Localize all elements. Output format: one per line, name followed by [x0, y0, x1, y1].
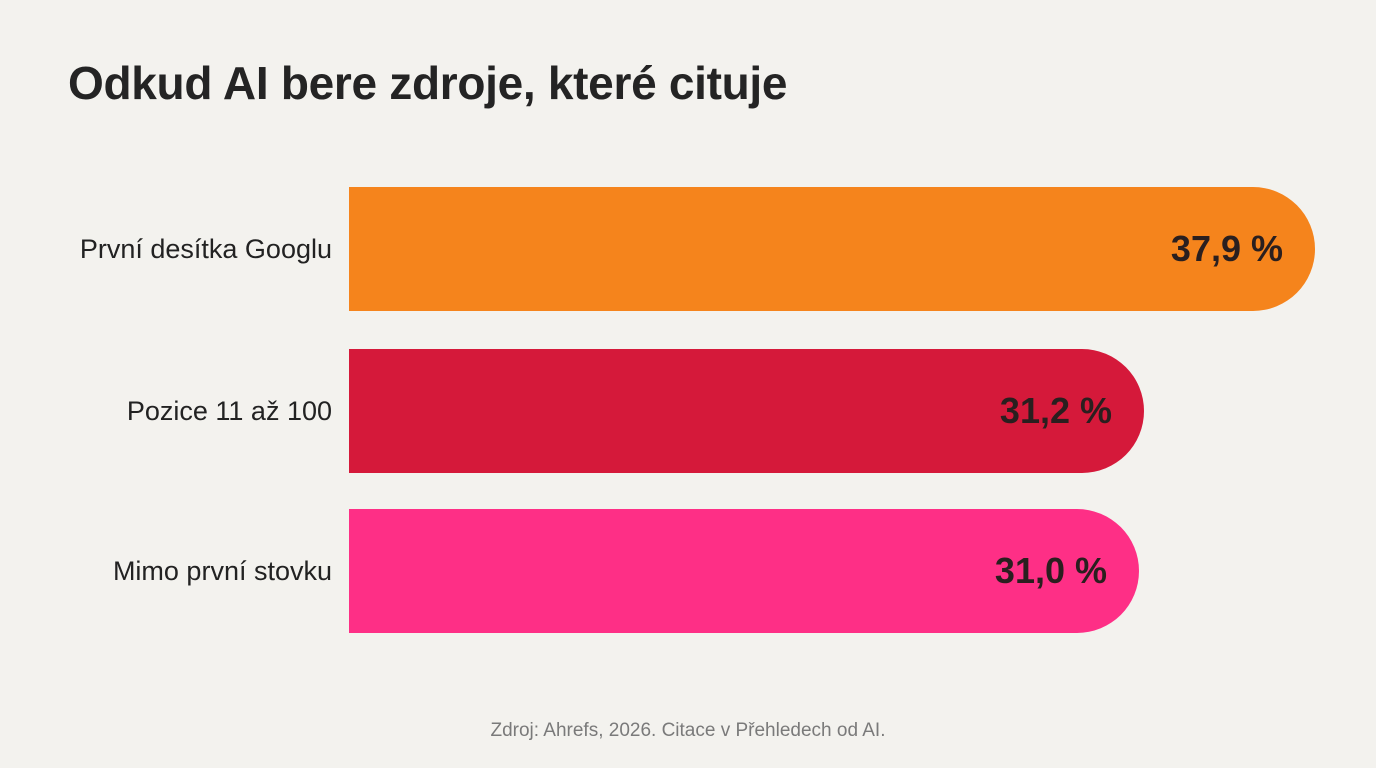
bar-label: Pozice 11 až 100: [126, 395, 332, 426]
bar-row: Mimo první stovku 31,0 %: [0, 509, 1376, 633]
bar-value-label: 37,9 %: [1170, 228, 1283, 269]
bar-chart: První desítka Googlu 37,9 % Pozice 11 až…: [0, 187, 1376, 633]
bar-label: První desítka Googlu: [79, 233, 332, 264]
bar-row: První desítka Googlu 37,9 %: [0, 187, 1376, 311]
bar: 31,0 %: [349, 509, 1139, 633]
chart-title: Odkud AI bere zdroje, které cituje: [68, 57, 788, 109]
bar-row: Pozice 11 až 100 31,2 %: [0, 349, 1376, 473]
bar-value-label: 31,2 %: [999, 390, 1112, 431]
bar-label: Mimo první stovku: [112, 555, 332, 586]
bar: 31,2 %: [349, 349, 1144, 473]
source-note: Zdroj: Ahrefs, 2026. Citace v Přehledech…: [490, 720, 886, 741]
bar: 37,9 %: [349, 187, 1315, 311]
bar-value-label: 31,0 %: [994, 550, 1107, 591]
